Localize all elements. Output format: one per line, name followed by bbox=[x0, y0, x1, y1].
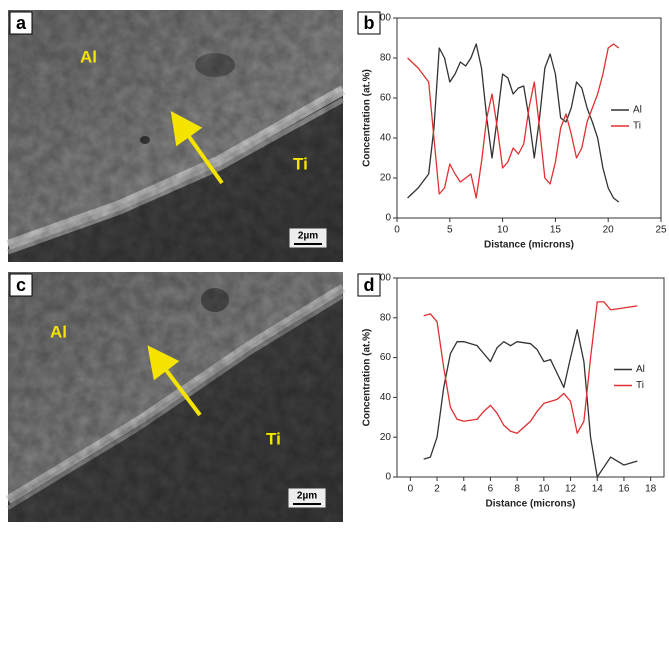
panel-letter: a bbox=[16, 13, 27, 33]
series-line bbox=[407, 43, 620, 199]
y-tick-label: 0 bbox=[385, 472, 391, 483]
x-tick-label: 16 bbox=[618, 484, 630, 495]
panel-letter-box bbox=[357, 11, 381, 35]
image-label: Al bbox=[50, 322, 67, 341]
x-tick-label: 5 bbox=[447, 225, 453, 236]
image-label: Al bbox=[80, 47, 97, 66]
x-tick-label: 15 bbox=[550, 225, 562, 236]
y-tick-label: 60 bbox=[380, 352, 392, 363]
scale-bar-label: 2µm bbox=[298, 231, 318, 242]
sem-image-a: Al Ti 2µm a bbox=[6, 10, 346, 262]
plot-frame bbox=[396, 277, 665, 478]
legend-label: Al bbox=[636, 364, 645, 375]
x-tick-label: 2 bbox=[434, 484, 440, 495]
y-tick-label: 40 bbox=[380, 392, 392, 403]
x-tick-label: 14 bbox=[592, 484, 604, 495]
x-tick-label: 6 bbox=[488, 484, 494, 495]
legend-label: Ti bbox=[636, 380, 644, 391]
x-tick-label: 25 bbox=[655, 225, 667, 236]
x-tick-label: 4 bbox=[461, 484, 467, 495]
y-tick-label: 40 bbox=[380, 133, 392, 144]
y-tick-label: 20 bbox=[380, 432, 392, 443]
x-tick-label: 12 bbox=[565, 484, 577, 495]
panel-letter-box bbox=[357, 273, 381, 297]
x-tick-label: 8 bbox=[514, 484, 520, 495]
image-label: Ti bbox=[293, 154, 308, 173]
x-axis-title: Distance (microns) bbox=[484, 240, 574, 251]
y-tick-label: 60 bbox=[380, 93, 392, 104]
y-tick-label: 80 bbox=[380, 312, 392, 323]
y-axis-title: Concentration (at.%) bbox=[362, 69, 373, 167]
x-tick-label: 10 bbox=[538, 484, 550, 495]
x-axis-title: Distance (microns) bbox=[485, 499, 575, 510]
scale-bar-label: 2µm bbox=[297, 491, 317, 502]
y-axis-title: Concentration (at.%) bbox=[362, 329, 373, 427]
plot-frame bbox=[396, 17, 662, 219]
x-tick-label: 18 bbox=[645, 484, 657, 495]
y-tick-label: 100 bbox=[374, 273, 391, 284]
series-line bbox=[423, 301, 638, 434]
panel-letter: c bbox=[16, 275, 26, 295]
x-tick-label: 0 bbox=[394, 225, 400, 236]
legend-label: Al bbox=[633, 105, 642, 116]
series-line bbox=[423, 329, 638, 478]
sem-image-c: Al Ti 2µm c bbox=[5, 272, 346, 522]
y-tick-label: 80 bbox=[380, 53, 392, 64]
panel-letter: b bbox=[364, 13, 375, 33]
image-label: Ti bbox=[266, 429, 281, 448]
y-tick-label: 20 bbox=[380, 173, 392, 184]
x-tick-label: 10 bbox=[497, 225, 509, 236]
series-line bbox=[407, 43, 620, 203]
y-tick-label: 0 bbox=[385, 213, 391, 224]
legend-label: Ti bbox=[633, 121, 641, 132]
y-tick-label: 100 bbox=[374, 13, 391, 24]
x-tick-label: 20 bbox=[603, 225, 615, 236]
panel-letter: d bbox=[364, 275, 375, 295]
x-tick-label: 0 bbox=[408, 484, 414, 495]
